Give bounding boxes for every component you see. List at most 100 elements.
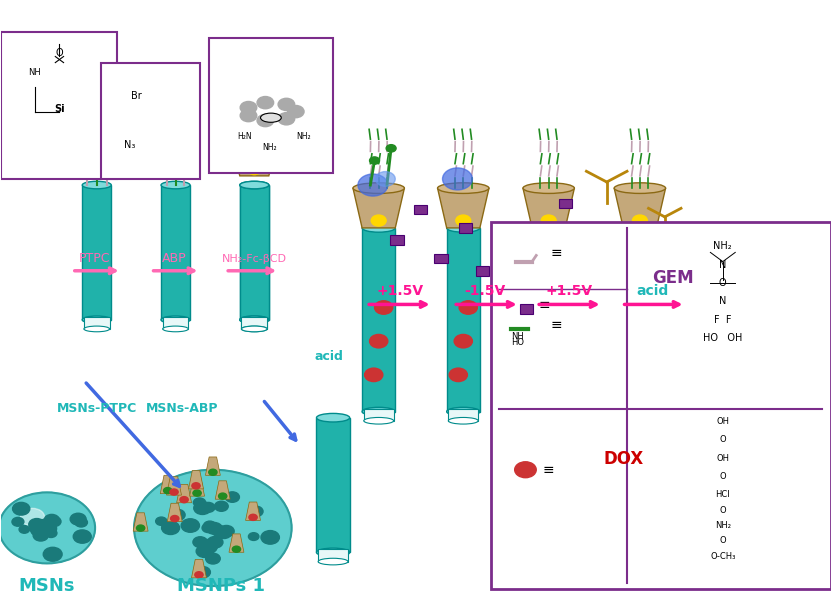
Circle shape <box>202 523 215 533</box>
Text: GEM: GEM <box>652 269 694 287</box>
FancyBboxPatch shape <box>241 317 267 329</box>
Text: ≡: ≡ <box>550 318 562 332</box>
Polygon shape <box>353 188 404 228</box>
Circle shape <box>240 109 257 122</box>
Circle shape <box>288 105 304 117</box>
Ellipse shape <box>240 181 269 189</box>
Text: O: O <box>720 435 726 444</box>
Text: DOX: DOX <box>603 450 643 467</box>
Polygon shape <box>215 481 230 499</box>
Circle shape <box>207 536 223 548</box>
Circle shape <box>43 547 62 561</box>
Circle shape <box>622 313 641 327</box>
Circle shape <box>47 517 61 526</box>
Circle shape <box>70 514 86 525</box>
Polygon shape <box>133 513 148 531</box>
Ellipse shape <box>241 326 267 331</box>
Polygon shape <box>231 142 277 176</box>
Bar <box>459 223 473 233</box>
Circle shape <box>180 497 188 502</box>
Circle shape <box>248 165 261 175</box>
Bar <box>520 304 533 314</box>
FancyBboxPatch shape <box>163 317 188 329</box>
Text: N₃: N₃ <box>124 140 136 150</box>
Text: N: N <box>719 296 726 306</box>
Polygon shape <box>206 457 220 475</box>
Circle shape <box>75 518 87 527</box>
Circle shape <box>371 215 386 226</box>
Text: O-CH₃: O-CH₃ <box>711 552 735 560</box>
Text: acid: acid <box>314 349 344 362</box>
Circle shape <box>29 518 45 530</box>
Text: +1.5V: +1.5V <box>545 284 592 298</box>
Text: N: N <box>719 260 726 270</box>
Circle shape <box>278 113 295 125</box>
Text: MSNs-PTPC: MSNs-PTPC <box>57 402 137 415</box>
Text: NH₂: NH₂ <box>295 132 310 141</box>
Circle shape <box>249 533 259 541</box>
Ellipse shape <box>362 407 395 416</box>
Circle shape <box>136 525 145 531</box>
Text: HO: HO <box>512 338 524 347</box>
Circle shape <box>515 462 537 478</box>
Polygon shape <box>245 502 260 520</box>
Circle shape <box>134 470 292 586</box>
Ellipse shape <box>534 418 563 424</box>
Circle shape <box>249 514 257 520</box>
Text: OH: OH <box>716 417 730 426</box>
Circle shape <box>193 498 206 507</box>
FancyBboxPatch shape <box>209 38 333 173</box>
Text: NH₂: NH₂ <box>263 143 277 151</box>
Polygon shape <box>161 475 176 494</box>
FancyBboxPatch shape <box>318 549 348 561</box>
Text: O: O <box>719 278 726 288</box>
Ellipse shape <box>448 418 478 424</box>
Ellipse shape <box>241 326 267 331</box>
FancyBboxPatch shape <box>240 185 269 320</box>
Circle shape <box>257 114 274 127</box>
Circle shape <box>261 531 280 544</box>
FancyBboxPatch shape <box>623 228 656 411</box>
Circle shape <box>97 169 107 177</box>
Circle shape <box>249 506 263 517</box>
Ellipse shape <box>625 418 655 424</box>
Polygon shape <box>614 188 666 228</box>
Ellipse shape <box>364 418 394 424</box>
Circle shape <box>156 517 167 525</box>
FancyBboxPatch shape <box>161 185 190 320</box>
Circle shape <box>232 546 240 552</box>
Circle shape <box>193 490 201 496</box>
Circle shape <box>31 522 50 537</box>
Text: H₂N: H₂N <box>238 132 252 141</box>
Circle shape <box>19 526 29 533</box>
FancyBboxPatch shape <box>532 228 565 411</box>
Text: O: O <box>720 472 726 481</box>
Ellipse shape <box>240 181 269 189</box>
Circle shape <box>540 335 557 348</box>
Circle shape <box>195 572 203 578</box>
Ellipse shape <box>161 181 190 189</box>
Circle shape <box>161 522 180 534</box>
Circle shape <box>257 97 274 109</box>
Ellipse shape <box>240 316 269 323</box>
Circle shape <box>44 514 59 526</box>
Circle shape <box>215 501 228 511</box>
Circle shape <box>278 98 295 111</box>
Circle shape <box>375 172 395 186</box>
Text: MSNs-ABP: MSNs-ABP <box>146 402 219 415</box>
Circle shape <box>656 252 674 265</box>
Ellipse shape <box>82 316 111 323</box>
Circle shape <box>170 489 178 495</box>
FancyBboxPatch shape <box>491 222 830 589</box>
Text: acid: acid <box>636 284 668 298</box>
Ellipse shape <box>231 137 277 147</box>
Text: NH: NH <box>512 332 524 341</box>
FancyBboxPatch shape <box>101 63 201 179</box>
Bar <box>414 205 427 215</box>
Ellipse shape <box>447 224 480 232</box>
Polygon shape <box>191 560 206 578</box>
FancyBboxPatch shape <box>364 408 394 421</box>
Ellipse shape <box>532 224 565 232</box>
FancyBboxPatch shape <box>448 408 478 421</box>
Circle shape <box>73 530 92 543</box>
